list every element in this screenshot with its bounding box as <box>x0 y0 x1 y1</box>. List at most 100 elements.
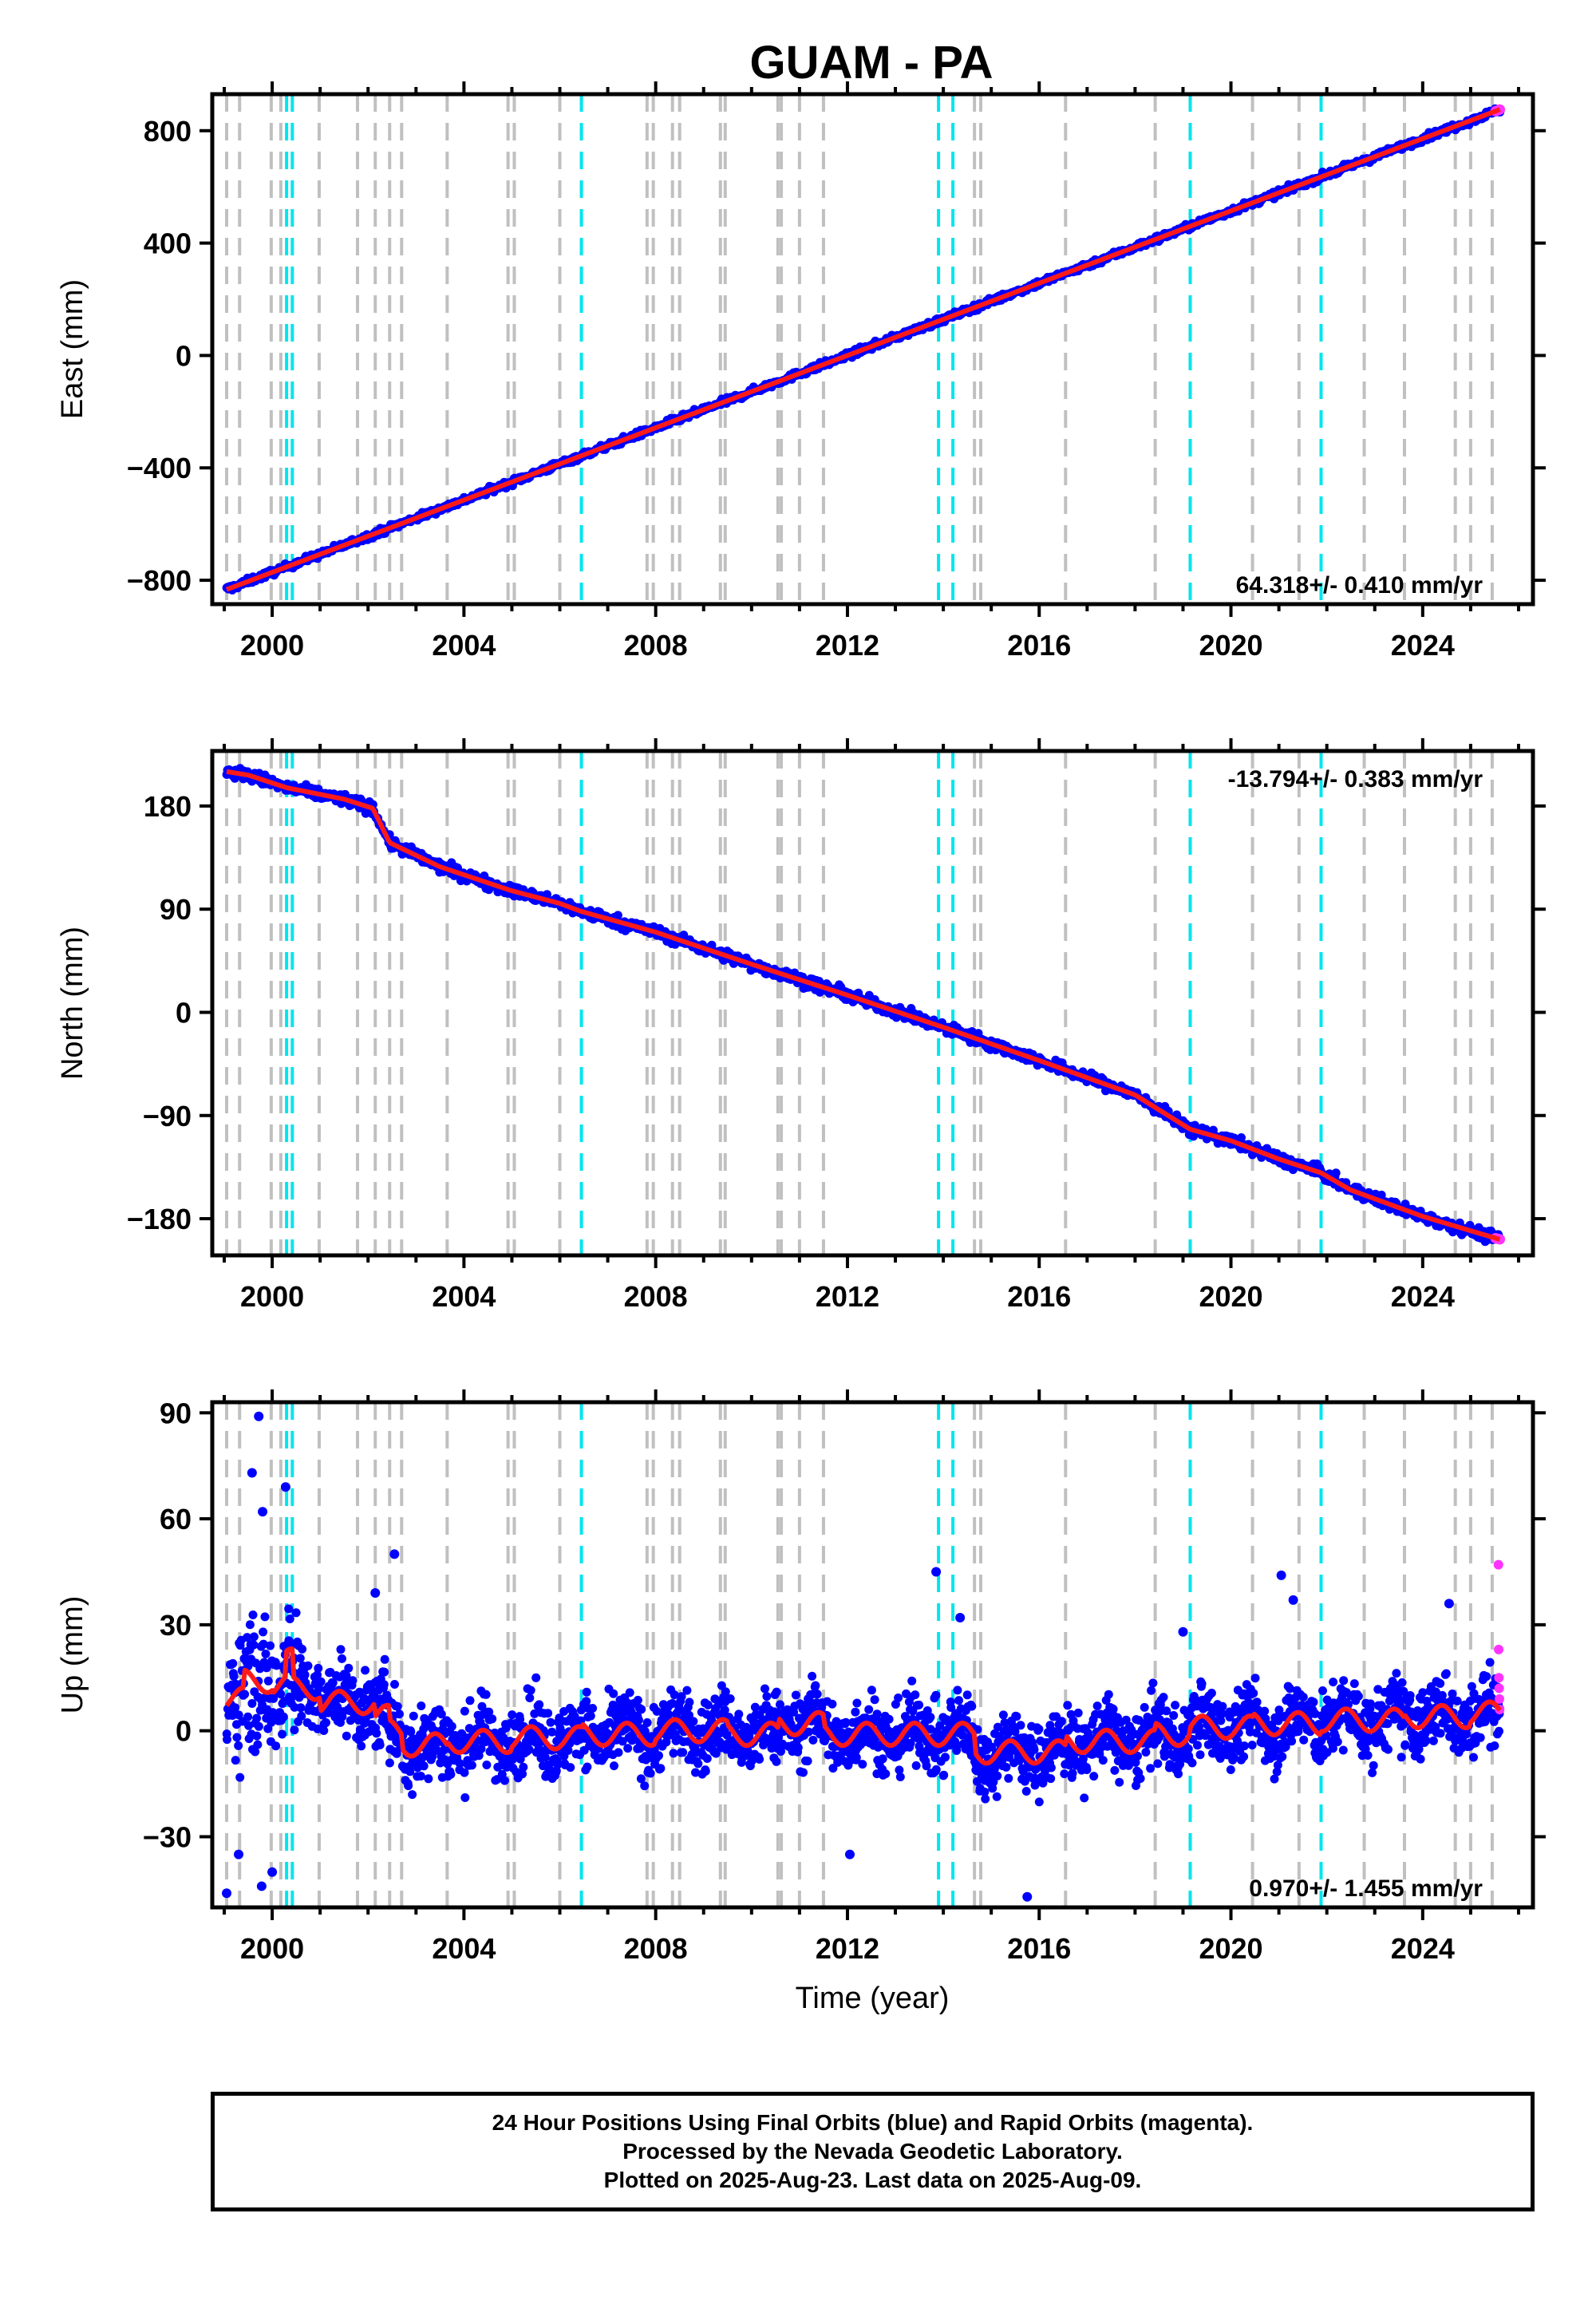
data-point <box>745 1731 754 1741</box>
data-point <box>253 1740 263 1749</box>
data-point <box>791 1690 800 1700</box>
data-point <box>336 1645 346 1654</box>
data-point <box>1046 1774 1056 1784</box>
y-tick-label: 0 <box>176 996 192 1029</box>
data-point <box>939 1770 949 1780</box>
data-point <box>231 1756 240 1765</box>
data-point <box>1034 1725 1044 1734</box>
data-point <box>678 1748 688 1757</box>
data-point <box>881 1769 891 1779</box>
data-point <box>693 1759 703 1769</box>
data-point <box>870 1735 879 1745</box>
data-point <box>361 1666 370 1675</box>
data-point <box>1068 1769 1077 1778</box>
data-point <box>519 1762 528 1772</box>
panel-frame <box>210 749 1535 1258</box>
data-point <box>734 1709 744 1719</box>
data-point <box>760 1684 769 1694</box>
data-point <box>691 1768 700 1777</box>
data-point <box>762 1692 772 1701</box>
data-point <box>1115 1777 1124 1787</box>
data-point <box>276 1690 286 1699</box>
data-point <box>467 1761 476 1770</box>
data-point <box>314 1663 323 1673</box>
data-point <box>640 1727 650 1736</box>
data-point <box>685 1697 694 1707</box>
data-point <box>395 1709 404 1719</box>
data-point <box>583 1762 592 1772</box>
chart-title: GUAM - PA <box>749 37 993 89</box>
data-point <box>255 1664 265 1674</box>
data-point <box>296 1703 306 1713</box>
data-point <box>357 1741 366 1751</box>
data-point <box>774 1733 784 1742</box>
data-point <box>553 1760 563 1769</box>
y-axis-label: North (mm) <box>56 927 89 1080</box>
data-point <box>926 1713 935 1722</box>
data-point <box>319 1726 329 1735</box>
data-point <box>803 1757 812 1766</box>
data-point <box>911 1690 920 1700</box>
y-tick-label: −800 <box>127 564 192 597</box>
data-point <box>772 1757 781 1766</box>
x-tick-label: 2012 <box>816 629 879 662</box>
data-point <box>243 1633 252 1642</box>
data-point <box>547 1727 557 1737</box>
data-point <box>953 1686 962 1695</box>
data-point <box>1237 1133 1246 1142</box>
data-point <box>962 1690 972 1700</box>
data-point <box>623 1744 633 1753</box>
data-point <box>1082 1765 1092 1774</box>
data-point <box>654 1751 663 1761</box>
data-point <box>703 1700 713 1709</box>
data-point <box>656 1764 666 1773</box>
data-point <box>267 1717 276 1727</box>
data-point <box>447 1721 456 1731</box>
final-orbit-points <box>222 764 1504 1247</box>
data-point <box>295 1654 305 1663</box>
data-point <box>465 1696 475 1705</box>
data-point <box>828 1699 837 1709</box>
data-point <box>263 1676 273 1686</box>
data-point <box>346 1716 355 1725</box>
data-point <box>614 1748 623 1757</box>
data-point <box>609 1689 618 1698</box>
data-point <box>243 1712 253 1721</box>
velocity-label: 64.318+/- 0.410 mm/yr <box>1236 572 1483 599</box>
data-point <box>646 1769 655 1778</box>
data-point <box>772 1687 781 1697</box>
data-point <box>417 1701 426 1710</box>
data-point <box>285 1614 294 1623</box>
data-point <box>566 1763 575 1773</box>
data-point <box>1004 1773 1013 1783</box>
data-point <box>342 1731 351 1741</box>
data-point <box>640 1781 650 1791</box>
data-point <box>298 1644 307 1654</box>
data-point <box>228 1658 238 1668</box>
data-point <box>437 1709 446 1719</box>
data-point <box>894 1694 903 1702</box>
data-point <box>586 1711 595 1721</box>
data-point <box>725 1694 735 1703</box>
data-point <box>526 1686 535 1695</box>
data-point <box>1377 1190 1386 1199</box>
data-point <box>1136 1774 1145 1783</box>
data-point <box>563 1745 573 1755</box>
x-tick-label: 2016 <box>1007 629 1071 662</box>
data-point <box>535 1700 544 1709</box>
y-tick-label: 90 <box>160 893 192 926</box>
data-point <box>379 1680 389 1690</box>
model-line <box>225 107 1501 592</box>
data-point <box>232 1733 242 1742</box>
data-point <box>260 1612 270 1622</box>
x-tick-label: 2000 <box>240 1280 304 1313</box>
data-point <box>546 1717 555 1727</box>
data-point <box>234 1741 243 1750</box>
data-point <box>1021 1787 1031 1796</box>
data-point <box>1001 1762 1011 1772</box>
data-point <box>811 1681 820 1690</box>
data-point <box>1104 1690 1113 1699</box>
